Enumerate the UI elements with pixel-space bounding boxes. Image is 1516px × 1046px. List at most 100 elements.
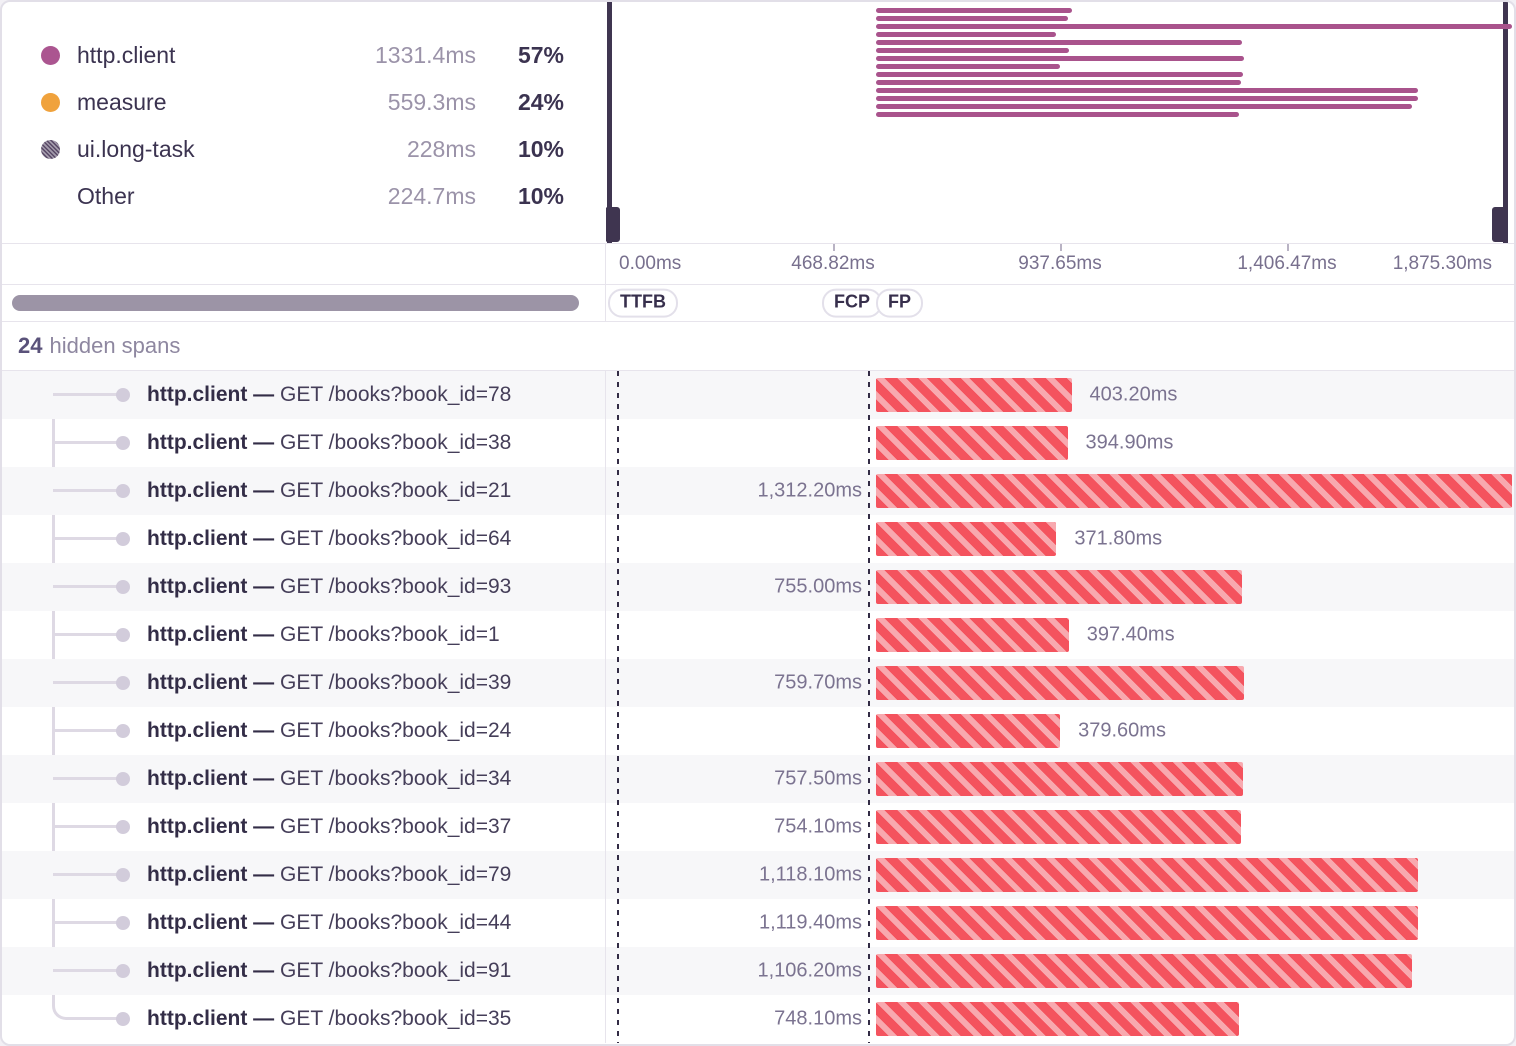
span-description: GET /books?book_id=64 xyxy=(280,527,512,550)
minimap-left-handle-line[interactable] xyxy=(606,2,620,243)
tree-node-dot xyxy=(116,820,130,834)
minimap-right-handle-grip[interactable] xyxy=(1492,207,1507,242)
span-duration-bar[interactable] xyxy=(876,810,1242,844)
horizontal-scrollbar[interactable] xyxy=(12,295,579,311)
span-waterfall: http.client — GET /books?book_id=78 403.2… xyxy=(2,371,1514,1043)
span-duration-bar[interactable] xyxy=(876,618,1069,652)
minimap-left-handle-grip[interactable] xyxy=(606,207,620,242)
span-op: http.client — xyxy=(147,527,280,550)
span-row[interactable]: http.client — GET /books?book_id=34 757.5… xyxy=(2,755,1514,803)
legend-color-dot xyxy=(41,140,60,159)
span-row[interactable]: http.client — GET /books?book_id=64 371.8… xyxy=(2,515,1514,563)
tree-node-dot xyxy=(116,388,130,402)
legend-duration: 1331.4ms xyxy=(374,42,476,68)
span-duration-bar[interactable] xyxy=(876,666,1245,700)
legend-item-other[interactable]: Other 224.7ms 10% xyxy=(2,173,606,220)
span-row-name-cell: http.client — GET /books?book_id=91 xyxy=(2,947,606,995)
span-row[interactable]: http.client — GET /books?book_id=38 394.9… xyxy=(2,419,1514,467)
tree-connector-line xyxy=(53,921,117,924)
minimap-span-bar xyxy=(876,32,1057,37)
span-title: http.client — GET /books?book_id=24 xyxy=(147,719,511,743)
hidden-spans-row[interactable]: 24 hidden spans xyxy=(2,322,1514,371)
tree-connector-line xyxy=(53,393,117,396)
span-title: http.client — GET /books?book_id=39 xyxy=(147,671,511,695)
axis-tick-label: 1,875.30ms xyxy=(1392,253,1492,274)
span-row[interactable]: http.client — GET /books?book_id=93 755.0… xyxy=(2,563,1514,611)
span-description: GET /books?book_id=34 xyxy=(280,767,512,790)
axis-tick-mark xyxy=(1060,244,1062,251)
span-title: http.client — GET /books?book_id=91 xyxy=(147,959,511,983)
vital-badge-ttfb[interactable]: TTFB xyxy=(608,288,678,318)
span-duration-bar[interactable] xyxy=(876,762,1244,796)
span-row-name-cell: http.client — GET /books?book_id=34 xyxy=(2,755,606,803)
legend-item-measure[interactable]: measure 559.3ms 24% xyxy=(2,79,606,126)
span-row[interactable]: http.client — GET /books?book_id=78 403.2… xyxy=(2,371,1514,419)
span-row-timeline-cell: 397.40ms xyxy=(606,611,1514,659)
legend-op-label: ui.long-task xyxy=(77,136,195,162)
axis-tick-mark xyxy=(1287,244,1289,251)
span-row-name-cell: http.client — GET /books?book_id=44 xyxy=(2,899,606,947)
legend-item-ui-long-task[interactable]: ui.long-task 228ms 10% xyxy=(2,126,606,173)
axis-tick-mark xyxy=(833,244,835,251)
span-duration-bar[interactable] xyxy=(876,954,1412,988)
span-duration-bar[interactable] xyxy=(876,522,1057,556)
span-description: GET /books?book_id=78 xyxy=(280,383,512,406)
minimap-span-bar xyxy=(876,112,1239,117)
span-row-timeline-cell: 394.90ms xyxy=(606,419,1514,467)
span-duration-bar[interactable] xyxy=(876,426,1068,460)
span-duration-bar[interactable] xyxy=(876,714,1061,748)
span-row[interactable]: http.client — GET /books?book_id=24 379.6… xyxy=(2,707,1514,755)
span-row[interactable]: http.client — GET /books?book_id=1 397.40… xyxy=(2,611,1514,659)
span-row-timeline-cell: 1,118.10ms xyxy=(606,851,1514,899)
span-row-name-cell: http.client — GET /books?book_id=78 xyxy=(2,371,606,419)
vitals-row: TTFB FCP FP xyxy=(2,285,1514,322)
minimap-span-bar xyxy=(876,8,1072,13)
span-duration-bar[interactable] xyxy=(876,570,1242,604)
span-row[interactable]: http.client — GET /books?book_id=39 759.7… xyxy=(2,659,1514,707)
minimap-span-bar xyxy=(876,104,1412,109)
tree-node-dot xyxy=(116,1012,130,1026)
minimap-right-handle-line[interactable] xyxy=(1492,2,1508,243)
axis-tick-label: 0.00ms xyxy=(619,253,682,274)
span-title: http.client — GET /books?book_id=35 xyxy=(147,1007,511,1031)
span-duration-bar[interactable] xyxy=(876,378,1072,412)
vital-badge-fcp[interactable]: FCP xyxy=(822,288,882,318)
span-description: GET /books?book_id=37 xyxy=(280,815,512,838)
span-row-name-cell: http.client — GET /books?book_id=39 xyxy=(2,659,606,707)
span-row[interactable]: http.client — GET /books?book_id=44 1,119… xyxy=(2,899,1514,947)
legend-item-http-client[interactable]: http.client 1331.4ms 57% xyxy=(2,32,606,79)
span-row-timeline-cell: 1,119.40ms xyxy=(606,899,1514,947)
span-duration-label: 394.90ms xyxy=(1085,431,1174,454)
minimap-span-bar xyxy=(876,24,1512,29)
span-row[interactable]: http.client — GET /books?book_id=79 1,118… xyxy=(2,851,1514,899)
trace-minimap[interactable] xyxy=(606,2,1514,243)
span-row-name-cell: http.client — GET /books?book_id=24 xyxy=(2,707,606,755)
minimap-span-bar xyxy=(876,48,1069,53)
span-row[interactable]: http.client — GET /books?book_id=37 754.1… xyxy=(2,803,1514,851)
legend-color-dot xyxy=(41,46,60,65)
span-row-timeline-cell: 748.10ms xyxy=(606,995,1514,1043)
tree-connector-line xyxy=(53,489,117,492)
span-row-timeline-cell: 759.70ms xyxy=(606,659,1514,707)
span-op: http.client — xyxy=(147,623,280,646)
span-row[interactable]: http.client — GET /books?book_id=21 1,312… xyxy=(2,467,1514,515)
span-duration-bar[interactable] xyxy=(876,906,1419,940)
vital-badge-fp[interactable]: FP xyxy=(876,288,924,318)
axis-tick-label: 937.65ms xyxy=(1018,253,1102,274)
span-op: http.client — xyxy=(147,383,280,406)
tree-node-dot xyxy=(116,772,130,786)
tree-connector-line xyxy=(53,873,117,876)
span-title: http.client — GET /books?book_id=93 xyxy=(147,575,511,599)
span-duration-bar[interactable] xyxy=(876,474,1512,508)
minimap-span-bar xyxy=(876,40,1242,45)
minimap-span-bar xyxy=(876,16,1068,21)
span-row[interactable]: http.client — GET /books?book_id=91 1,106… xyxy=(2,947,1514,995)
span-duration-bar[interactable] xyxy=(876,1002,1239,1036)
span-op: http.client — xyxy=(147,671,280,694)
span-duration-bar[interactable] xyxy=(876,858,1418,892)
tree-connector-line xyxy=(66,1017,117,1020)
legend-percent: 24% xyxy=(517,89,564,115)
tree-node-dot xyxy=(116,868,130,882)
span-row-name-cell: http.client — GET /books?book_id=37 xyxy=(2,803,606,851)
span-row[interactable]: http.client — GET /books?book_id=35 748.1… xyxy=(2,995,1514,1043)
